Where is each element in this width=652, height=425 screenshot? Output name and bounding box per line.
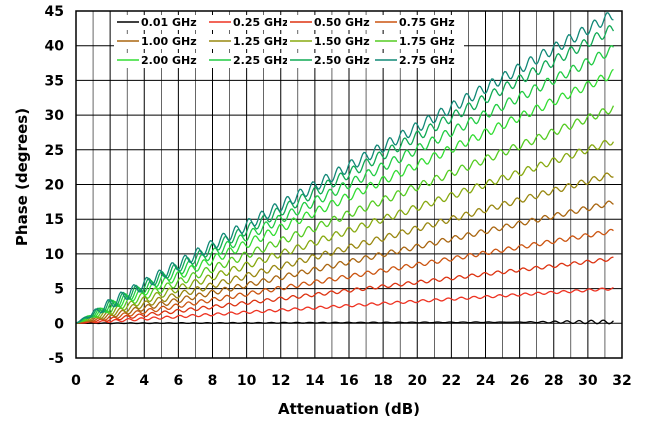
y-tick-label: 10 [45,247,65,263]
legend-bg [372,34,464,49]
series-line-1-75-ghz [75,105,615,324]
y-tick-label: 15 [45,212,64,228]
legend-label: 2.00 GHz [141,54,197,67]
legend-bg [206,15,298,30]
legend-label: 1.75 GHz [399,35,455,48]
series-line-0-25-ghz [75,286,614,324]
x-axis-label: Attenuation (dB) [278,400,420,418]
legend-label: 2.25 GHz [233,54,289,67]
y-axis-label: Phase (degrees) [13,108,31,246]
legend-bg [114,53,206,68]
x-tick-label: 30 [578,373,598,389]
series-line-0-75-ghz [75,228,614,324]
y-tick-label: 25 [45,143,64,159]
series-line-2-75-ghz [75,11,614,324]
legend-label: 2.75 GHz [399,54,455,67]
x-tick-label: 32 [612,373,631,389]
legend-bg [206,34,298,49]
legend-bg [287,53,379,68]
series-line-1-25-ghz [75,172,614,324]
legend-label: 0.01 GHz [141,16,197,29]
x-tick-label: 22 [442,373,461,389]
x-tick-label: 18 [373,373,392,389]
x-tick-labels: 0 2 4 6 8 10 12 14 16 18 20 22 24 26 28 30 32 [71,373,632,389]
x-tick-label: 8 [208,373,218,389]
series-line-1-50-ghz [75,139,615,324]
x-tick-label: 28 [544,373,563,389]
x-tick-label: 6 [174,373,184,389]
x-tick-label: 10 [237,373,257,389]
y-tick-label: 20 [45,178,65,194]
legend-label: 0.25 GHz [233,16,289,29]
x-tick-label: 20 [408,373,428,389]
legend-bg [287,34,379,49]
x-tick-label: 0 [71,373,81,389]
legend-label: 0.75 GHz [399,16,455,29]
x-tick-label: 4 [139,373,149,389]
x-tick-label: 16 [339,373,358,389]
y-tick-label: 40 [45,39,65,55]
legend-label: 0.50 GHz [314,16,370,29]
x-tick-label: 14 [305,373,325,389]
series-lines [75,11,615,325]
legend: 0.01 GHz 0.25 GHz 0.50 GHz 0.75 GHz 1.00 GHz… [114,15,464,68]
legend-label: 2.50 GHz [314,54,370,67]
y-tick-label: 30 [45,108,65,124]
legend-bg [206,53,298,68]
y-tick-label: 5 [54,282,64,298]
legend-bg [372,53,464,68]
plot-frame [75,10,623,359]
x-tick-label: 26 [510,373,529,389]
y-tick-label: 35 [45,73,64,89]
y-tick-labels: -5 0 5 10 15 20 25 30 35 40 45 [45,4,65,367]
x-tick-label: 24 [476,373,496,389]
series-line-0-50-ghz [75,256,614,324]
y-tick-label: 0 [54,316,64,332]
y-tick-label: 45 [45,4,64,20]
y-tick-label: -5 [48,351,64,367]
legend-bg [372,15,464,30]
legend-bg [114,34,206,49]
x-tick-label: 2 [105,373,115,389]
legend-bg [287,15,379,30]
series-line-1-00-ghz [75,200,614,324]
legend-label: 1.50 GHz [314,35,370,48]
series-line-0-01-ghz [75,319,614,325]
legend-bg [114,15,206,30]
legend-label: 1.25 GHz [233,35,289,48]
x-tick-label: 12 [271,373,290,389]
legend-label: 1.00 GHz [141,35,197,48]
